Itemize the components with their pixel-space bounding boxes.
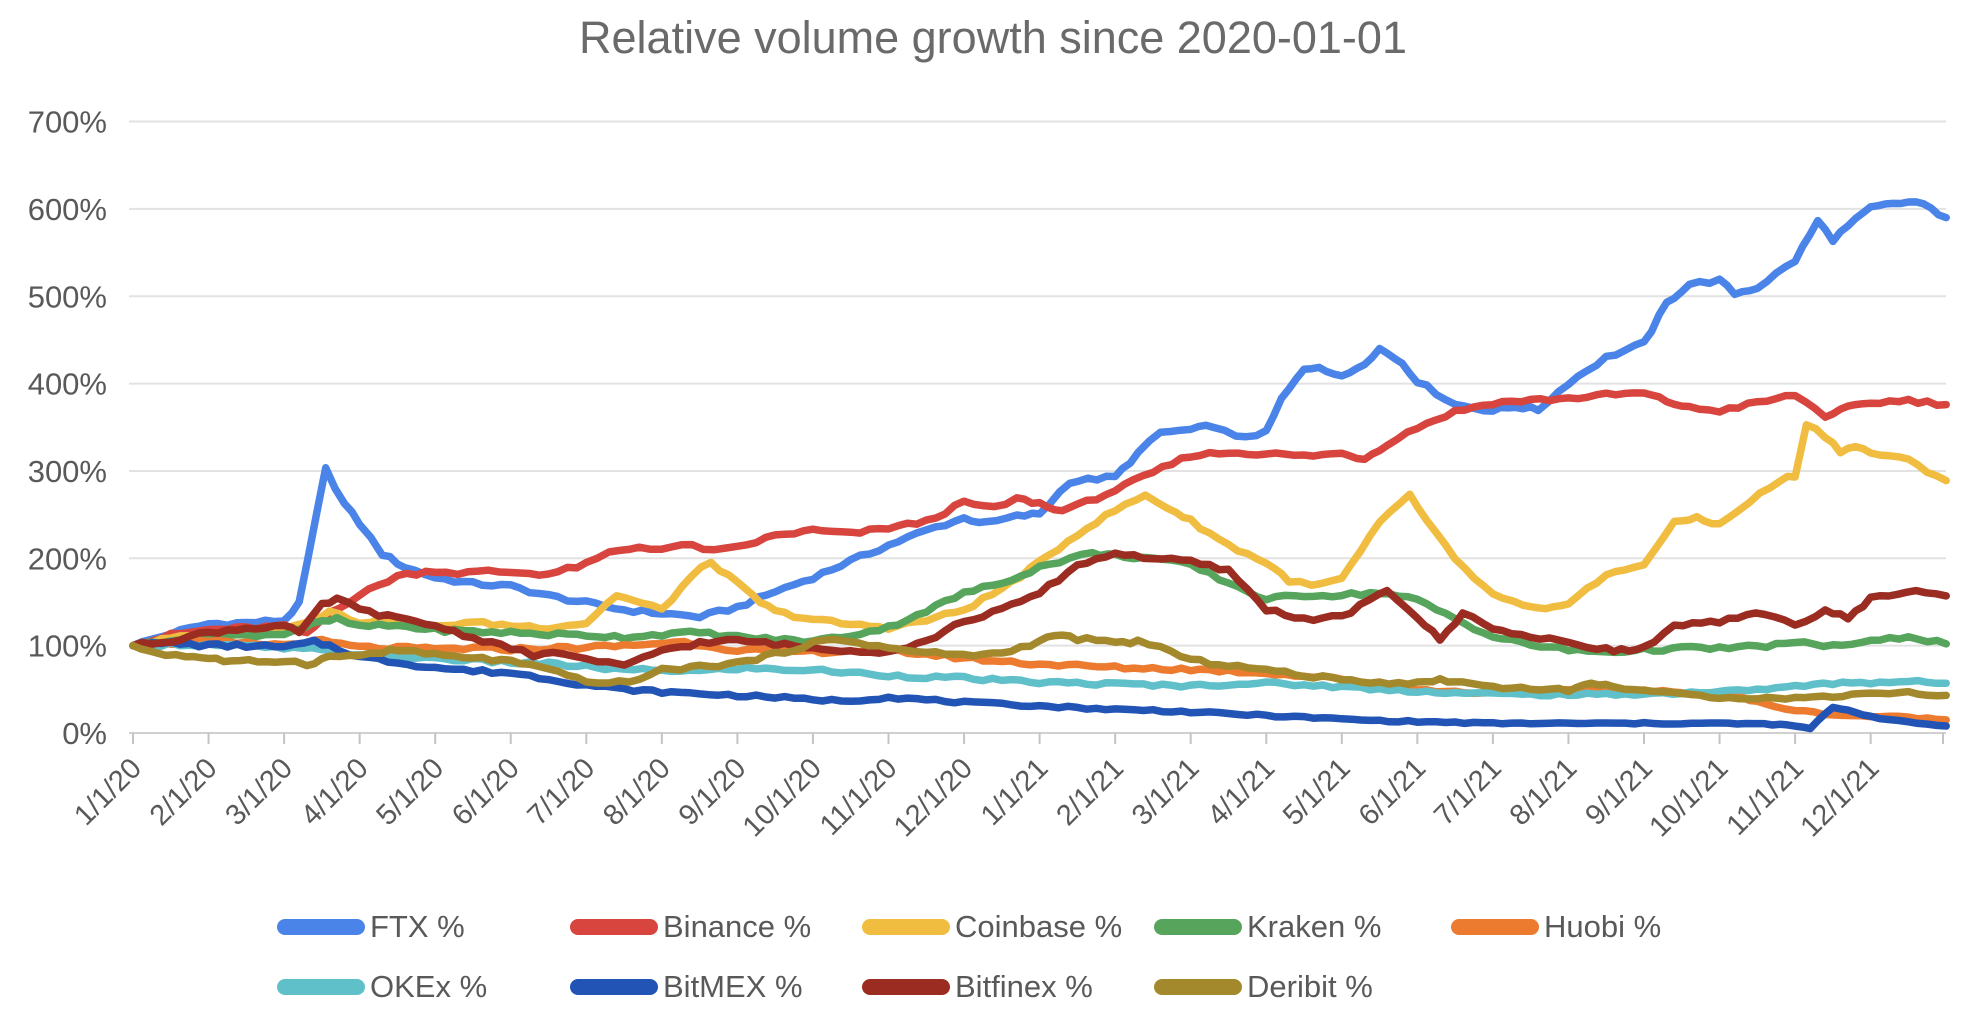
x-tick-label: 8/1/20: [597, 752, 677, 832]
y-tick-label: 100%: [28, 629, 107, 664]
legend-label-okex: OKEx %: [370, 969, 488, 1004]
y-tick-label: 600%: [28, 192, 107, 227]
y-tick-label: 0%: [62, 716, 107, 751]
x-tick-label: 6/1/21: [1353, 752, 1433, 832]
legend-label-binance: Binance %: [663, 909, 812, 944]
legend-swatch-bitmex: [570, 979, 658, 995]
legend-label-coinbase: Coinbase %: [955, 909, 1123, 944]
x-tick-label: 12/1/20: [888, 752, 979, 843]
legend-swatch-ftx: [277, 919, 365, 935]
series-line-bitfinex: [129, 549, 1950, 669]
x-tick-label: 2/1/20: [144, 752, 224, 832]
x-tick-label: 3/1/21: [1126, 752, 1206, 832]
legend-swatch-deribit: [1154, 979, 1242, 995]
legend-swatch-bitfinex: [862, 979, 950, 995]
legend-item-coinbase: Coinbase %: [862, 909, 1123, 944]
x-tick-label: 7/1/20: [522, 752, 602, 832]
x-tick-label: 2/1/21: [1050, 752, 1130, 832]
x-tick-label: 11/1/20: [814, 752, 904, 842]
series-line-deribit: [129, 631, 1950, 703]
legend-item-binance: Binance %: [570, 909, 812, 944]
legend-item-bitmex: BitMEX %: [570, 969, 803, 1004]
series-line-ftx: [129, 198, 1950, 650]
x-tick-label: 4/1/20: [295, 752, 375, 832]
series-line-binance: [129, 389, 1950, 650]
legend-label-huobi: Huobi %: [1544, 909, 1662, 944]
legend-item-deribit: Deribit %: [1154, 969, 1373, 1004]
y-tick-label: 500%: [28, 279, 107, 314]
x-tick-label: 4/1/21: [1202, 752, 1282, 832]
legend-item-bitfinex: Bitfinex %: [862, 969, 1093, 1004]
x-tick-label: 10/1/21: [1643, 752, 1734, 843]
legend-label-bitmex: BitMEX %: [663, 969, 803, 1004]
x-tick-label: 5/1/20: [371, 752, 451, 832]
x-tick-label: 10/1/20: [737, 752, 828, 843]
x-tick-label: 1/1/20: [68, 752, 148, 832]
x-tick-label: 12/1/21: [1795, 752, 1886, 843]
legend-swatch-coinbase: [862, 919, 950, 935]
legend-label-kraken: Kraken %: [1247, 909, 1382, 944]
y-tick-label: 200%: [28, 541, 107, 576]
series-line-bitmex: [129, 636, 1950, 733]
x-tick-label: 6/1/20: [446, 752, 526, 832]
legend-item-huobi: Huobi %: [1451, 909, 1662, 944]
y-tick-label: 400%: [28, 367, 107, 402]
legend-label-bitfinex: Bitfinex %: [955, 969, 1093, 1004]
x-tick-label: 5/1/21: [1277, 752, 1357, 832]
series-line-coinbase: [129, 421, 1950, 650]
legend-label-deribit: Deribit %: [1247, 969, 1373, 1004]
y-tick-label: 700%: [28, 105, 107, 140]
series-line-okex: [129, 638, 1950, 700]
legend-swatch-binance: [570, 919, 658, 935]
x-tick-label: 1/1/21: [975, 752, 1055, 832]
legend-item-okex: OKEx %: [277, 969, 488, 1004]
chart-title: Relative volume growth since 2020-01-01: [579, 12, 1407, 63]
legend-swatch-okex: [277, 979, 365, 995]
x-tick-label: 3/1/20: [219, 752, 299, 832]
x-tick-label: 8/1/21: [1504, 752, 1584, 832]
legend-item-ftx: FTX %: [277, 909, 465, 944]
legend-swatch-kraken: [1154, 919, 1242, 935]
legend-label-ftx: FTX %: [370, 909, 465, 944]
x-tick-label: 7/1/21: [1428, 752, 1508, 832]
legend-swatch-huobi: [1451, 919, 1539, 935]
y-tick-label: 300%: [28, 454, 107, 489]
x-tick-label: 11/1/21: [1721, 752, 1811, 842]
legend-item-kraken: Kraken %: [1154, 909, 1382, 944]
